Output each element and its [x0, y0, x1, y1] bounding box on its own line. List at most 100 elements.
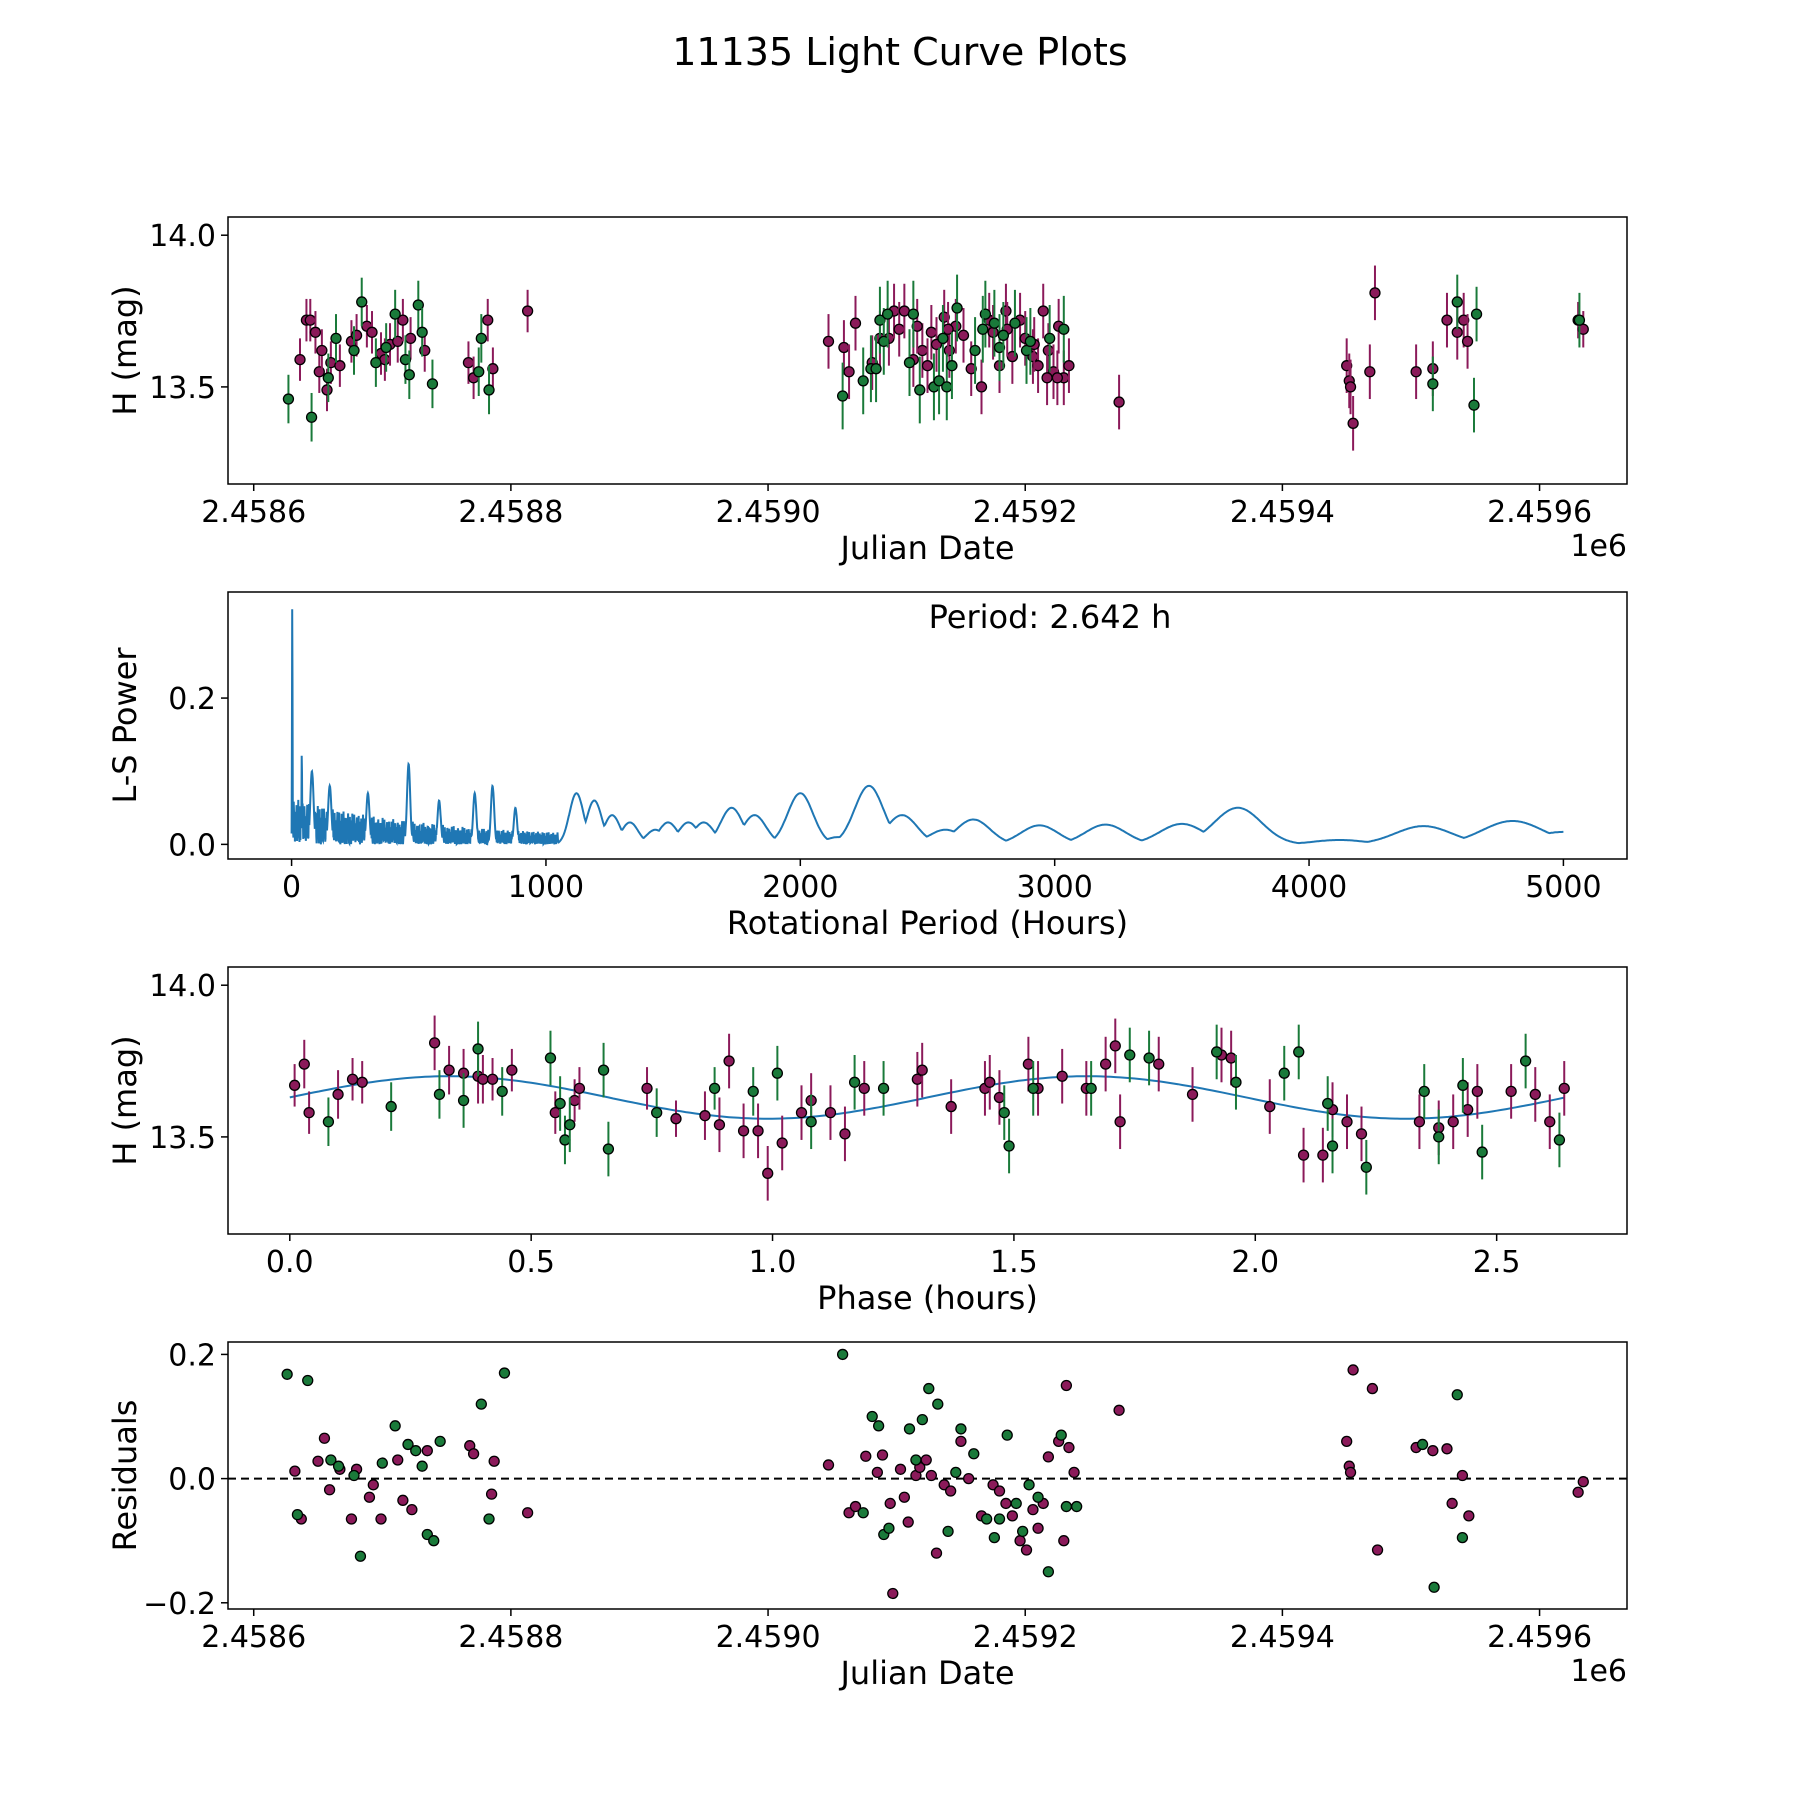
data-point — [878, 335, 890, 348]
data-point — [1058, 323, 1070, 335]
data-point — [1413, 1116, 1426, 1128]
data-point — [1006, 1510, 1019, 1522]
data-point — [506, 1064, 518, 1076]
x-tick-label: 1.0 — [749, 1245, 797, 1280]
x-tick-label: 0 — [282, 870, 301, 905]
data-point — [485, 1488, 498, 1500]
data-point — [836, 1348, 849, 1361]
data-point — [874, 314, 886, 326]
data-point — [1017, 1525, 1029, 1538]
data-point — [434, 1435, 446, 1447]
data-point — [487, 363, 499, 375]
data-point — [962, 1472, 975, 1485]
data-point — [1577, 1476, 1589, 1488]
data-point — [1297, 1149, 1310, 1161]
plot-area — [290, 609, 1564, 847]
data-point — [858, 1082, 870, 1095]
data-point — [597, 1064, 610, 1076]
data-point — [968, 1448, 980, 1460]
data-point — [1055, 1429, 1067, 1441]
data-point — [1544, 1116, 1556, 1128]
data-point — [385, 1100, 397, 1113]
y-tick-label: 0.2 — [168, 682, 216, 717]
x-tick-label: 2.4586 — [201, 495, 306, 530]
data-point — [1113, 396, 1125, 408]
data-point — [1441, 1443, 1453, 1455]
data-point — [916, 344, 929, 357]
data-point — [1063, 1441, 1075, 1454]
data-point — [1447, 1116, 1459, 1128]
data-point — [903, 1423, 916, 1435]
x-tick-label: 2.5 — [1473, 1245, 1521, 1280]
data-point — [1427, 1445, 1439, 1457]
data-point — [942, 1525, 954, 1538]
y-tick-label: 0.0 — [168, 828, 216, 863]
data-point — [1344, 381, 1357, 393]
data-point — [345, 1513, 358, 1525]
x-tick-label: 4000 — [1271, 870, 1347, 905]
data-point — [380, 341, 392, 354]
data-point — [988, 1531, 1001, 1544]
data-point — [1124, 1049, 1136, 1061]
x-tick-label: 3000 — [1017, 870, 1093, 905]
data-point — [843, 366, 855, 378]
data-point — [1441, 314, 1453, 326]
data-point — [1027, 1082, 1039, 1095]
data-point — [723, 1055, 735, 1067]
data-point — [838, 341, 850, 354]
data-point — [363, 1491, 376, 1503]
data-point — [848, 1076, 861, 1088]
data-point — [1355, 1128, 1368, 1140]
data-point — [937, 332, 949, 345]
plot-area — [288, 1015, 1570, 1201]
data-point — [849, 317, 862, 329]
data-point — [354, 1550, 367, 1562]
data-point — [1572, 1486, 1584, 1498]
data-point — [1020, 1544, 1033, 1556]
axes-frame — [227, 966, 1628, 1235]
data-point — [1456, 1531, 1469, 1544]
data-point — [1360, 1161, 1372, 1173]
x-tick-label: 2.4590 — [716, 1620, 821, 1655]
data-point — [920, 1454, 932, 1466]
data-point — [332, 1088, 344, 1101]
data-point — [822, 1459, 835, 1471]
data-point — [281, 1368, 293, 1380]
data-point — [910, 1454, 922, 1466]
data-point — [941, 381, 953, 393]
data-point — [1027, 1504, 1039, 1516]
data-point — [795, 1106, 808, 1119]
data-point — [1462, 1103, 1474, 1116]
data-point — [482, 314, 494, 326]
data-point — [884, 1497, 896, 1510]
data-point — [822, 335, 835, 348]
data-point — [987, 326, 999, 338]
data-point — [554, 1097, 566, 1110]
data-point — [473, 366, 485, 378]
data-point — [483, 1513, 495, 1525]
data-point — [428, 1535, 440, 1547]
data-point — [708, 1082, 721, 1095]
data-point — [998, 1106, 1010, 1119]
x-tick-label: 2.4588 — [458, 1620, 563, 1655]
data-point — [1446, 1497, 1458, 1510]
data-point — [404, 332, 417, 345]
data-point — [975, 381, 988, 393]
data-point — [416, 326, 428, 338]
data-point — [1230, 1076, 1242, 1088]
x-tick-label: 2.4596 — [1487, 1620, 1592, 1655]
data-point — [496, 1085, 508, 1098]
data-point — [980, 1513, 993, 1525]
data-point — [1416, 1438, 1429, 1451]
data-point — [389, 308, 401, 320]
x-tick-label: 5000 — [1525, 870, 1601, 905]
data-point — [930, 1547, 943, 1559]
data-point — [1451, 1389, 1463, 1401]
data-point — [1317, 1149, 1329, 1161]
data-point — [916, 1064, 928, 1076]
data-point — [993, 1513, 1006, 1525]
data-point — [1369, 287, 1381, 299]
x-tick-label: 2.4592 — [973, 1620, 1078, 1655]
data-point — [289, 1465, 301, 1477]
